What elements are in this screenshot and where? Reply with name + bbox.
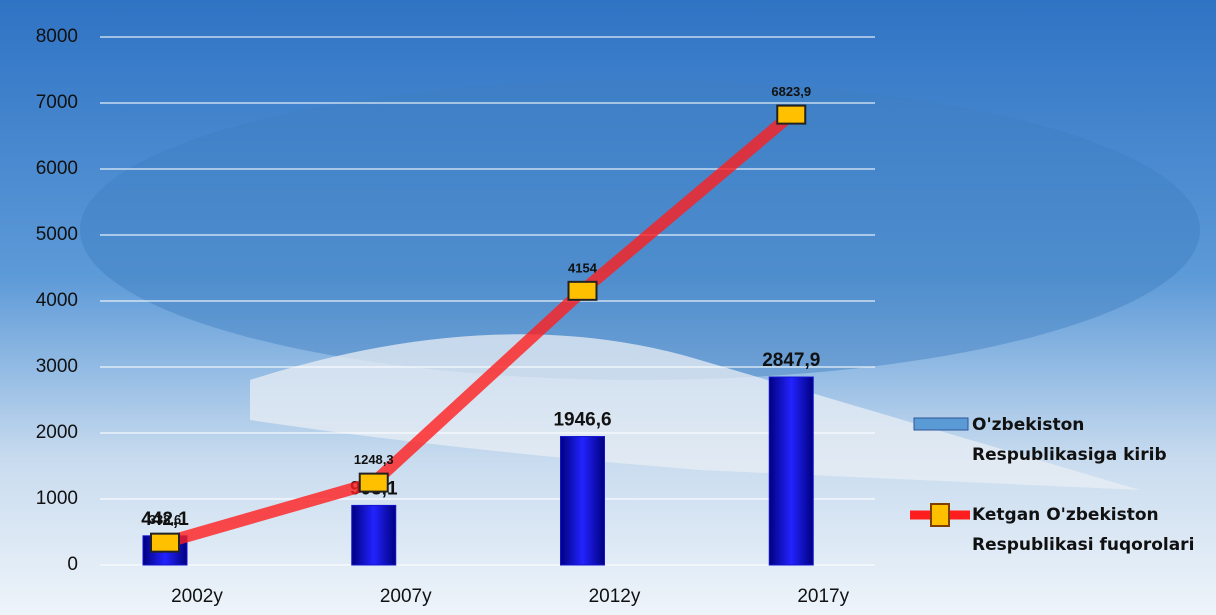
y-tick-label: 4000 — [36, 290, 78, 311]
y-tick-label: 6000 — [36, 158, 78, 179]
legend-item: Ketgan O'zbekiston Respublikasi fuqorola… — [910, 500, 1210, 560]
map-shape — [80, 80, 1200, 380]
data-label: 1946,6 — [553, 410, 611, 431]
legend-swatch — [910, 412, 970, 432]
y-tick-label: 2000 — [36, 422, 78, 443]
legend-label: Ketgan O'zbekiston Respublikasi fuqorola… — [972, 500, 1210, 560]
y-tick-label: 3000 — [36, 356, 78, 377]
legend-swatch — [910, 502, 972, 528]
y-tick-label: 1000 — [36, 488, 78, 509]
data-label: 338,6 — [149, 512, 182, 527]
x-tick-label: 2002y — [171, 586, 223, 607]
legend-item: O'zbekiston Respublikasiga kirib — [910, 410, 1210, 470]
data-label: 4154 — [568, 260, 598, 275]
bar — [352, 505, 396, 565]
data-label: 1248,3 — [354, 452, 394, 467]
line-marker — [777, 106, 805, 124]
legend-label: O'zbekiston Respublikasiga kirib — [972, 410, 1210, 470]
line-marker — [151, 534, 179, 552]
bar — [769, 377, 813, 565]
line-marker — [569, 282, 597, 300]
line-marker — [360, 474, 388, 492]
data-label: 2847,9 — [762, 350, 820, 371]
x-tick-label: 2007y — [380, 586, 432, 607]
x-tick-label: 2017y — [797, 586, 849, 607]
bar — [561, 437, 605, 565]
y-tick-label: 7000 — [36, 92, 78, 113]
page: 0 1000 2000 3000 4000 5000 6000 7000 8000 2002y 20… — [0, 0, 1216, 615]
y-tick-label: 0 — [67, 554, 78, 575]
y-tick-label: 5000 — [36, 224, 78, 245]
y-tick-label: 8000 — [36, 26, 78, 47]
data-label: 6823,9 — [771, 84, 811, 99]
x-tick-label: 2012y — [589, 586, 641, 607]
